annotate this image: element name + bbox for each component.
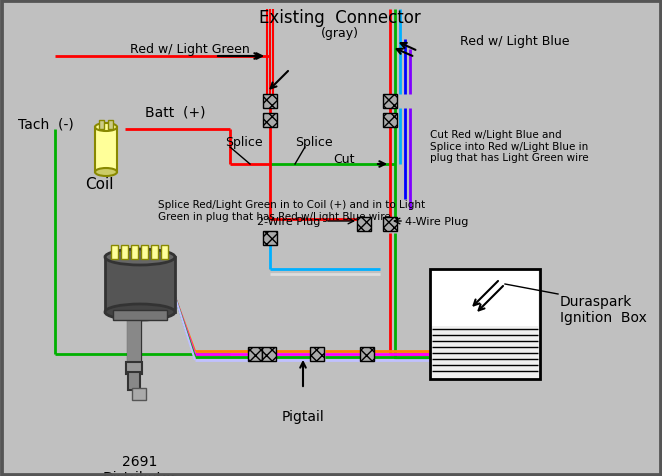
Bar bbox=[262, 347, 276, 361]
Text: Red w/ Light Green: Red w/ Light Green bbox=[130, 43, 250, 56]
Text: 4-Wire Plug: 4-Wire Plug bbox=[405, 217, 469, 227]
Bar bbox=[151, 246, 158, 259]
Text: Batt  (+): Batt (+) bbox=[145, 105, 205, 119]
Bar bbox=[263, 231, 277, 246]
Text: Pigtail: Pigtail bbox=[281, 409, 324, 423]
Ellipse shape bbox=[105, 304, 175, 320]
Bar bbox=[105, 258, 175, 312]
Bar bbox=[263, 95, 277, 109]
Bar bbox=[383, 218, 397, 231]
Text: (gray): (gray) bbox=[321, 27, 359, 40]
Bar bbox=[132, 388, 146, 400]
Ellipse shape bbox=[95, 169, 117, 177]
Bar bbox=[430, 269, 540, 379]
Text: Coil: Coil bbox=[85, 177, 113, 192]
Text: 2691
Distributor: 2691 Distributor bbox=[103, 454, 177, 476]
Bar bbox=[383, 95, 397, 109]
Bar bbox=[128, 372, 140, 390]
Text: Cut: Cut bbox=[334, 153, 355, 166]
Bar bbox=[108, 121, 113, 130]
Bar bbox=[113, 310, 167, 320]
Bar bbox=[432, 271, 538, 327]
Text: Existing  Connector: Existing Connector bbox=[259, 9, 421, 27]
Bar bbox=[126, 362, 142, 374]
Text: 2-Wire Plug: 2-Wire Plug bbox=[257, 217, 320, 227]
Text: Duraspark
Ignition  Box: Duraspark Ignition Box bbox=[560, 294, 647, 325]
Bar bbox=[99, 121, 104, 130]
Bar bbox=[383, 114, 397, 128]
Text: Splice: Splice bbox=[295, 136, 332, 149]
Text: Cut Red w/Light Blue and
Splice into Red w/Light Blue in
plug that has Light Gre: Cut Red w/Light Blue and Splice into Red… bbox=[430, 130, 589, 163]
Bar bbox=[310, 347, 324, 361]
Bar bbox=[161, 246, 168, 259]
Text: Red w/ Light Blue: Red w/ Light Blue bbox=[460, 35, 569, 49]
Text: Splice Red/Light Green in to Coil (+) and in to Light
Green in plug that has Red: Splice Red/Light Green in to Coil (+) an… bbox=[158, 199, 425, 221]
Text: Tach  (-): Tach (-) bbox=[18, 118, 73, 132]
Bar bbox=[248, 347, 262, 361]
Bar bbox=[263, 114, 277, 128]
Bar bbox=[360, 347, 374, 361]
Bar bbox=[357, 218, 371, 231]
Bar bbox=[131, 246, 138, 259]
Ellipse shape bbox=[95, 124, 117, 132]
Bar bbox=[111, 246, 118, 259]
Ellipse shape bbox=[105, 249, 175, 266]
Bar bbox=[141, 246, 148, 259]
Text: Splice: Splice bbox=[225, 136, 263, 149]
Bar bbox=[95, 128, 117, 173]
Bar bbox=[121, 246, 128, 259]
